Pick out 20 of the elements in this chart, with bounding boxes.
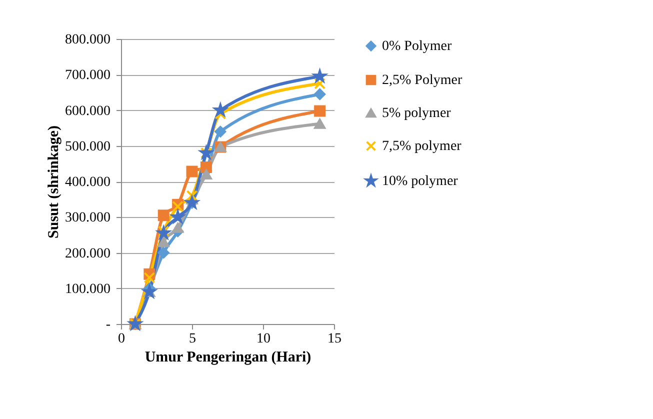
y-axis-title: Susut (shrinkage) [46,126,62,238]
x-tick-label: 10 [256,332,270,346]
legend-label: 7,5% polymer [382,139,462,154]
legend-label: 0% Polymer [382,39,452,54]
y-tick-label: 800.000 [65,32,110,48]
legend-label: 5% polymer [382,106,452,121]
legend-label: 2,5% Polymer [382,73,462,88]
x-axis-title: Umur Pengeringan (Hari) [144,350,312,366]
x-tick-label: 0 [118,332,125,346]
x-tick-label: 15 [328,332,342,346]
legend-label: 10% polymer [382,174,458,189]
y-tick-label: 600.000 [65,104,110,119]
y-tick-label: - [106,318,111,332]
y-tick-label: 200.000 [65,246,110,262]
y-tick-label: 300.000 [65,210,110,226]
y-tick-label: 500.000 [65,139,110,154]
x-tick-label: 5 [189,332,196,346]
y-tick-label: 100.000 [65,282,110,297]
y-tick-label: 700.000 [65,68,110,84]
y-tick-label: 400.000 [65,175,110,190]
